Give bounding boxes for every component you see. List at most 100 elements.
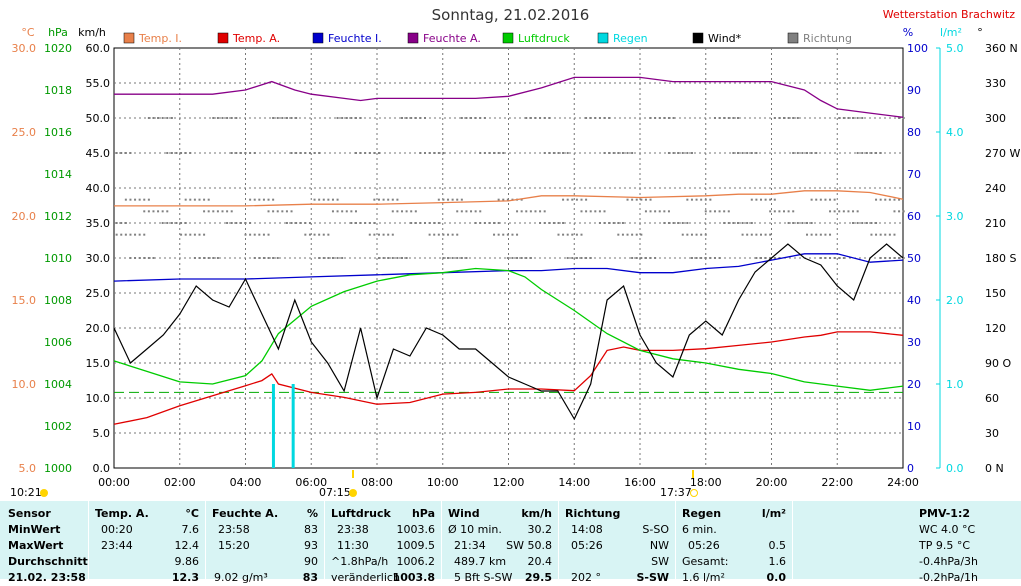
direction-dot <box>658 210 661 213</box>
direction-dot <box>589 210 592 213</box>
direction-dot <box>295 152 298 154</box>
direction-dot <box>824 233 827 236</box>
direction-dot <box>732 222 735 224</box>
direction-dot <box>295 222 298 224</box>
direction-dot <box>456 198 459 201</box>
direction-dot <box>534 210 537 213</box>
direction-dot <box>368 152 371 154</box>
direction-dot <box>428 152 431 154</box>
direction-dot <box>281 210 284 213</box>
direction-dot <box>267 198 270 201</box>
direction-dot <box>796 117 799 119</box>
x-tick-label: 14:00 <box>558 476 590 489</box>
direction-dot <box>810 152 813 154</box>
direction-dot <box>474 222 477 224</box>
direction-dot <box>460 117 463 119</box>
direction-dot <box>138 233 141 236</box>
direction-dot <box>506 257 509 259</box>
direction-tick-label: 210 <box>985 217 1006 230</box>
direction-dot <box>308 152 311 154</box>
direction-dot <box>497 198 500 201</box>
direction-dot <box>511 233 514 236</box>
rain-tick-label: 0.0 <box>946 462 964 475</box>
direction-dot <box>354 117 357 119</box>
wind-tick-label: 30.0 <box>86 252 111 265</box>
direction-dot <box>327 233 330 236</box>
direction-dot <box>129 198 132 201</box>
direction-dot <box>667 210 670 213</box>
direction-dot <box>667 222 670 224</box>
direction-dot <box>870 222 873 224</box>
direction-dot <box>419 117 422 119</box>
direction-dot <box>713 210 716 213</box>
direction-dot <box>879 198 882 201</box>
direction-dot <box>727 210 730 213</box>
direction-dot <box>161 222 164 224</box>
direction-dot <box>249 198 252 201</box>
direction-dot <box>331 257 334 259</box>
direction-dot <box>414 117 417 119</box>
direction-dot <box>635 198 638 201</box>
direction-dot <box>810 222 813 224</box>
x-tick-label: 06:00 <box>295 476 327 489</box>
series-line <box>113 243 904 421</box>
direction-dot <box>377 198 380 201</box>
direction-dot <box>732 152 735 154</box>
direction-dot <box>875 198 878 201</box>
direction-dot <box>120 222 123 224</box>
direction-dot <box>700 198 703 201</box>
wind-tick-label: 40.0 <box>86 182 111 195</box>
direction-dot <box>295 117 298 119</box>
direction-dot <box>594 210 597 213</box>
direction-dot <box>359 117 362 119</box>
direction-dot <box>741 222 744 224</box>
direction-dot <box>746 152 749 154</box>
direction-dot <box>787 222 790 224</box>
direction-dot <box>354 210 357 213</box>
direction-dot <box>129 233 132 236</box>
direction-dot <box>626 152 629 154</box>
direction-dot <box>226 222 229 224</box>
direction-tick-label: 270 W <box>985 147 1020 160</box>
direction-dot <box>235 152 238 154</box>
series-line <box>113 253 904 282</box>
legend-label: Temp. I. <box>138 32 182 45</box>
direction-dot <box>824 198 827 201</box>
direction-dot <box>677 222 680 224</box>
right-time: 17:37 <box>660 486 692 499</box>
x-tick-label: 02:00 <box>164 476 196 489</box>
direction-dot <box>447 198 450 201</box>
direction-dot <box>801 222 804 224</box>
direction-dot <box>902 210 905 213</box>
direction-dot <box>893 210 896 213</box>
stats-wind-col: Wind km/h Ø 10 min. 30.2 21:34 SW 50.8 489.… <box>442 501 559 584</box>
legend-label: Wind* <box>708 32 742 45</box>
direction-dot <box>419 152 422 154</box>
direction-dot <box>838 117 841 119</box>
direction-dot <box>617 222 620 224</box>
direction-dot <box>396 198 399 201</box>
wind-tick-label: 45.0 <box>86 147 111 160</box>
direction-dot <box>884 257 887 259</box>
direction-dot <box>364 222 367 224</box>
direction-dot <box>272 117 275 119</box>
direction-dot <box>253 152 256 154</box>
direction-dot <box>161 117 164 119</box>
direction-dot <box>382 198 385 201</box>
legend-swatch <box>407 32 419 44</box>
direction-dot <box>764 257 767 259</box>
direction-dot <box>281 117 284 119</box>
direction-dot <box>543 152 546 154</box>
direction-dot <box>124 152 127 154</box>
direction-dot <box>548 117 551 119</box>
direction-dot <box>713 257 716 259</box>
direction-dot <box>723 117 726 119</box>
direction-dot <box>203 198 206 201</box>
direction-dot <box>373 233 376 236</box>
direction-dot <box>695 233 698 236</box>
direction-tick-label: 300 <box>985 112 1006 125</box>
direction-dot <box>681 222 684 224</box>
direction-dot <box>870 233 873 236</box>
direction-dot <box>736 117 739 119</box>
humidity-tick-label: 10 <box>907 420 921 433</box>
